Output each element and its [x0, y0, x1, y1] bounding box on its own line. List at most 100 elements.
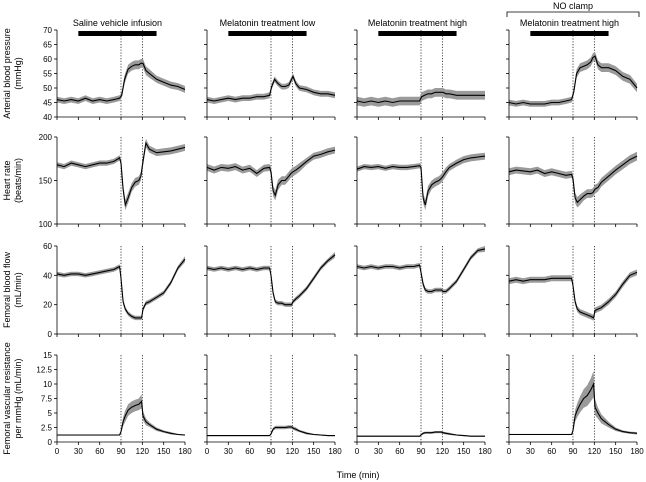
- y-tick-label: 40: [43, 113, 52, 122]
- panel: Melatonin treatment high: [506, 18, 638, 120]
- mean-line: [356, 248, 486, 293]
- chart-row: Heart rate (beats/min) 100 150 200: [2, 133, 638, 229]
- y-tick-label: 60: [43, 55, 52, 64]
- mean-line: [56, 62, 186, 102]
- x-tick-label: 90: [267, 447, 276, 456]
- mean-line: [357, 431, 485, 437]
- x-tick-label: 30: [374, 447, 383, 456]
- panel: 0 30 60 90 120 150 180: [354, 354, 492, 456]
- mean-line: [356, 91, 485, 104]
- y-tick-label: 0: [48, 438, 53, 447]
- x-tick-label: 90: [417, 447, 426, 456]
- y-tick-label: 70: [43, 26, 52, 35]
- x-tick-label: 30: [224, 447, 233, 456]
- y-tick-label: 40: [43, 271, 52, 280]
- infusion-bar: [78, 31, 157, 36]
- x-tick-label: 0: [507, 447, 512, 456]
- x-tick-label: 180: [328, 447, 342, 456]
- x-tick-label: 0: [205, 447, 210, 456]
- row-title: Heart rate: [2, 160, 12, 200]
- infusion-bar: [530, 31, 609, 36]
- panel: [204, 136, 336, 227]
- y-tick-label: 55: [43, 70, 52, 79]
- mean-line: [508, 155, 638, 204]
- mean-line: [206, 254, 336, 306]
- mean-line: [57, 400, 186, 436]
- x-tick-label: 30: [74, 447, 83, 456]
- mean-line: [509, 381, 638, 436]
- x-axis-title: Time (min): [337, 470, 380, 480]
- y-tick-label: 5: [48, 409, 53, 418]
- row-title: Femoral vascular resistance: [2, 342, 12, 455]
- panel: 0 20 40 60: [43, 242, 186, 339]
- x-tick-label: 150: [457, 447, 471, 456]
- x-tick-label: 60: [395, 447, 404, 456]
- y-tick-label: 200: [39, 133, 53, 142]
- y-tick-label: 65: [43, 41, 52, 50]
- y-tick-label: 0: [48, 330, 53, 339]
- mean-line: [508, 55, 638, 105]
- x-tick-label: 0: [55, 447, 60, 456]
- sem-band: [207, 251, 335, 307]
- x-tick-label: 150: [609, 447, 623, 456]
- panel: Melatonin treatment high: [354, 18, 486, 120]
- panel: 0 30 60 90 120 150 180: [506, 354, 644, 456]
- y-tick-label: 7.5: [41, 395, 53, 404]
- panel: [506, 136, 638, 227]
- mean-line: [56, 258, 186, 319]
- x-tick-label: 180: [630, 447, 644, 456]
- y-tick-label: 2.5: [41, 424, 53, 433]
- sem-band: [509, 269, 637, 321]
- x-tick-label: 60: [245, 447, 254, 456]
- y-tick-label: 150: [39, 177, 53, 186]
- mean-line: [508, 271, 638, 319]
- y-tick-label: 15: [43, 351, 52, 360]
- condition-label: Melatonin treatment low: [220, 18, 316, 28]
- mean-line: [206, 75, 336, 102]
- x-tick-label: 120: [436, 447, 450, 456]
- panel: [354, 245, 486, 337]
- sem-band: [509, 370, 637, 435]
- no-clamp-label: NO clamp: [553, 1, 593, 11]
- panel: [506, 245, 638, 337]
- panel: [204, 245, 336, 337]
- x-tick-label: 180: [178, 447, 192, 456]
- chart-row: Femoral vascular resistance per mmHg (mL/…: [2, 342, 644, 456]
- panel: 40 45 50 55 60 65 70 Saline vehicle infusion: [43, 18, 186, 122]
- x-tick-label: 90: [569, 447, 578, 456]
- x-tick-label: 60: [547, 447, 556, 456]
- x-tick-label: 150: [157, 447, 171, 456]
- x-tick-label: 0: [355, 447, 360, 456]
- mean-line: [207, 426, 335, 437]
- panel: Melatonin treatment low: [204, 18, 336, 120]
- row-title: Arterial blood pressure: [2, 28, 12, 119]
- panel: 0 30 60 90 120 150 180: [204, 354, 342, 456]
- x-tick-label: 120: [588, 447, 602, 456]
- row-unit: (mmHg): [13, 57, 23, 90]
- condition-label: Melatonin treatment high: [520, 18, 619, 28]
- x-tick-label: 90: [117, 447, 126, 456]
- panel: [354, 136, 486, 227]
- y-tick-label: 60: [43, 242, 52, 251]
- x-tick-label: 120: [136, 447, 150, 456]
- x-tick-label: 60: [95, 447, 104, 456]
- x-tick-label: 180: [478, 447, 492, 456]
- chart-row: Femoral blood flow (mL/min) 0 20 40 60: [2, 242, 638, 339]
- y-tick-label: 12.5: [36, 366, 52, 375]
- sem-band: [57, 394, 185, 436]
- row-unit: per mmHg (mL/min): [13, 358, 23, 438]
- x-tick-label: 150: [307, 447, 321, 456]
- chart-row: Arterial blood pressure (mmHg) 40 45 50 55 60 6…: [2, 18, 638, 122]
- condition-label: Melatonin treatment high: [368, 18, 467, 28]
- mean-line: [206, 149, 336, 197]
- no-clamp-bracket: NO clamp: [506, 1, 640, 17]
- mean-line: [56, 141, 186, 208]
- mean-line: [356, 155, 486, 206]
- condition-label: Saline vehicle infusion: [73, 18, 162, 28]
- row-unit: (mL/min): [13, 272, 23, 308]
- row-unit: (beats/min): [13, 158, 23, 203]
- infusion-bar: [378, 31, 457, 36]
- no-clamp-bracket-line: [506, 11, 640, 17]
